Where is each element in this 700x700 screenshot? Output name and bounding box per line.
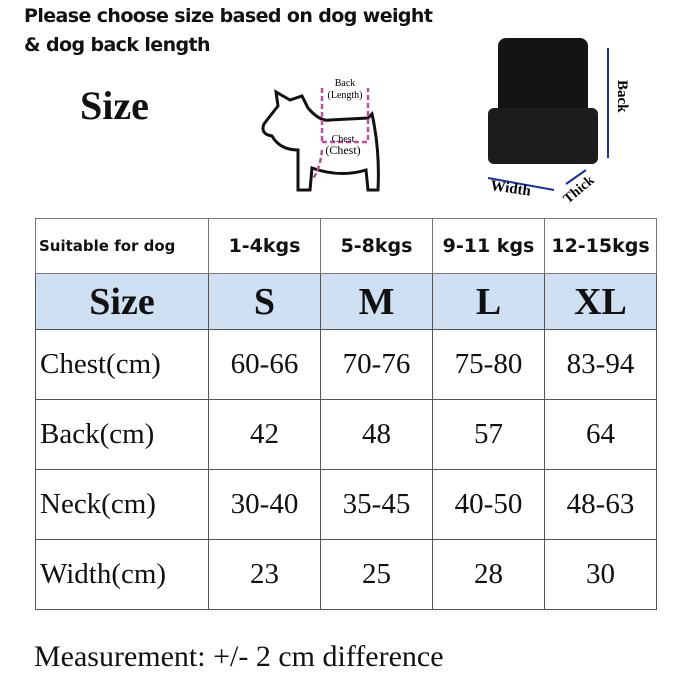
table-cell: 64 — [544, 399, 657, 470]
table-cell: 75-80 — [432, 329, 545, 400]
row-label: Back(cm) — [35, 399, 209, 470]
table-cell: 30-40 — [208, 469, 321, 540]
table-cell: 83-94 — [544, 329, 657, 400]
weight-row: Suitable for dog 1-4kgs 5-8kgs 9-11 kgs … — [35, 218, 657, 274]
table-row: Neck(cm) 30-40 35-45 40-50 48-63 — [35, 469, 657, 540]
table-cell: 40-50 — [432, 469, 545, 540]
table-cell: 25 — [320, 539, 433, 610]
table-cell: 30 — [544, 539, 657, 610]
header-cell: S — [208, 273, 321, 330]
table-cell: 35-45 — [320, 469, 433, 540]
table-cell: 57 — [432, 399, 545, 470]
weight-cell: 5-8kgs — [320, 218, 433, 274]
table-cell: 48 — [320, 399, 433, 470]
dog-measurement-diagram: Back (Length) Chest (Chest) — [261, 78, 380, 192]
row-label: Neck(cm) — [35, 469, 209, 540]
table-cell: 70-76 — [320, 329, 433, 400]
table-cell: 23 — [208, 539, 321, 610]
weight-cell: 12-15kgs — [544, 218, 657, 274]
svg-text:Chest: Chest — [332, 134, 355, 145]
backpack-diagram: Back Width Thick — [487, 38, 630, 207]
weight-label: Suitable for dog — [35, 218, 209, 274]
row-label: Chest(cm) — [35, 329, 209, 400]
header-cell: L — [432, 273, 545, 330]
header-row: Size S M L XL — [35, 273, 657, 330]
size-heading: Size — [80, 83, 149, 128]
svg-text:(Length): (Length) — [328, 90, 363, 101]
table-row: Chest(cm) 60-66 70-76 75-80 83-94 — [35, 329, 657, 400]
page-title: Please choose size based on dog weight &… — [24, 5, 433, 56]
dog-outline-icon — [261, 89, 380, 192]
size-chart-table: Suitable for dog 1-4kgs 5-8kgs 9-11 kgs … — [35, 218, 657, 610]
row-label: Width(cm) — [35, 539, 209, 610]
weight-cell: 1-4kgs — [208, 218, 321, 274]
table-row: Back(cm) 42 48 57 64 — [35, 399, 657, 470]
svg-text:Back: Back — [335, 78, 356, 89]
table-cell: 60-66 — [208, 329, 321, 400]
svg-text:Thick: Thick — [561, 173, 598, 207]
measurement-note: Measurement: +/- 2 cm difference — [34, 640, 444, 673]
header-cell: XL — [544, 273, 657, 330]
table-row: Width(cm) 23 25 28 30 — [35, 539, 657, 610]
table-cell: 48-63 — [544, 469, 657, 540]
weight-cell: 9-11 kgs — [432, 218, 545, 274]
svg-text:Width: Width — [489, 178, 532, 200]
header-cell: M — [320, 273, 433, 330]
svg-text:(Chest): (Chest) — [325, 143, 360, 157]
svg-text:Back: Back — [614, 80, 630, 113]
header-cell: Size — [35, 273, 209, 330]
table-cell: 28 — [432, 539, 545, 610]
table-cell: 42 — [208, 399, 321, 470]
